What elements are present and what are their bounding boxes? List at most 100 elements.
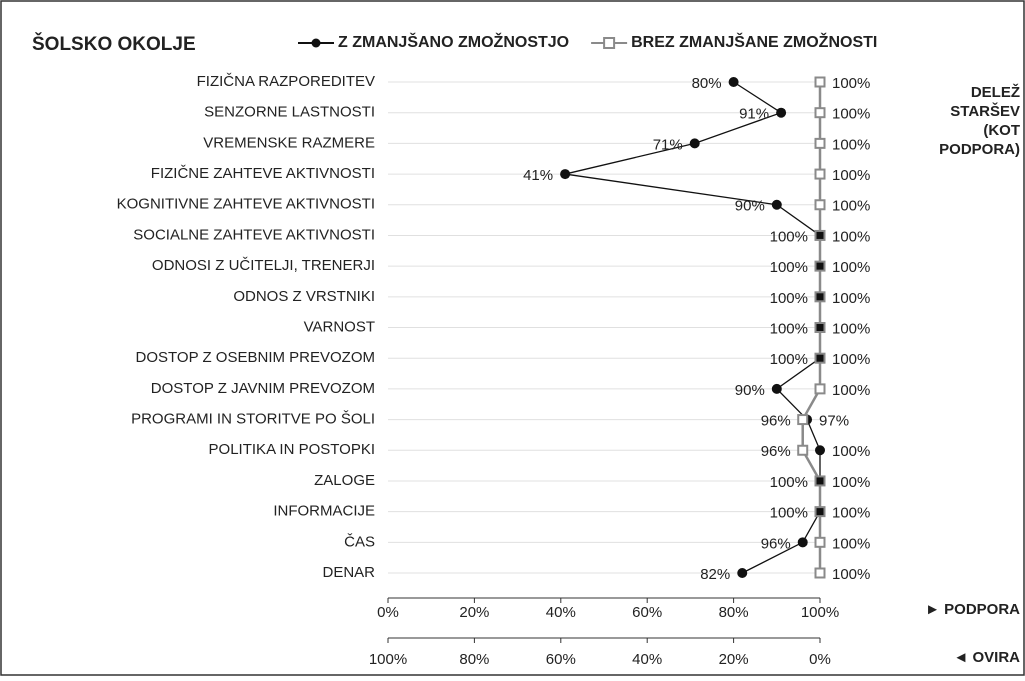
point: [815, 445, 825, 456]
data-label: 100%: [832, 198, 870, 215]
category-label: KOGNITIVNE ZAHTEVE AKTIVNOSTI: [117, 196, 375, 213]
point: [814, 107, 826, 119]
data-label: 100%: [832, 351, 870, 368]
data-label: 100%: [770, 474, 808, 491]
data-label: 100%: [832, 167, 870, 184]
data-label: 91%: [739, 106, 769, 123]
data-label: 80%: [692, 75, 722, 92]
point: [771, 199, 782, 210]
legend-label: BREZ ZMANJŠANE ZMOŽNOSTI: [631, 32, 877, 51]
data-label: 97%: [819, 413, 849, 430]
category-label: FIZIČNE ZAHTEVE AKTIVNOSTI: [151, 165, 375, 182]
x2-tick-label: 20%: [719, 651, 749, 668]
data-label: 100%: [770, 351, 808, 368]
data-label: 71%: [653, 136, 683, 153]
category-label: SENZORNE LASTNOSTI: [204, 104, 375, 121]
data-label: 90%: [735, 382, 765, 399]
x-tick-label: 60%: [632, 604, 662, 621]
point: [560, 169, 571, 180]
x2-tick-label: 80%: [459, 651, 489, 668]
point: [814, 322, 826, 333]
point: [797, 444, 809, 456]
data-label: 100%: [770, 505, 808, 522]
category-label: ODNOS Z VRSTNIKI: [233, 288, 375, 305]
data-label: 100%: [832, 136, 870, 153]
data-label: 100%: [832, 106, 870, 123]
data-label: 100%: [770, 259, 808, 276]
category-label: ODNOSI Z UČITELJI, TRENERJI: [152, 257, 375, 274]
x-tick-label: 20%: [459, 604, 489, 621]
point: [797, 414, 809, 426]
point: [689, 138, 700, 149]
x2-axis-label: ◄ OVIRA: [953, 649, 1020, 666]
annotation: DELEŽ: [971, 83, 1020, 101]
point: [814, 536, 826, 548]
category-label: ČAS: [344, 533, 375, 550]
category-label: INFORMACIJE: [273, 503, 375, 520]
category-label: PROGRAMI IN STORITVE PO ŠOLI: [131, 411, 375, 428]
data-label: 100%: [832, 443, 870, 460]
x2-tick-label: 60%: [546, 651, 576, 668]
category-label: ZALOGE: [314, 472, 375, 489]
point: [814, 137, 826, 149]
point: [814, 567, 826, 579]
x-tick-label: 80%: [719, 604, 749, 621]
data-label: 100%: [832, 535, 870, 552]
point: [771, 383, 782, 394]
point: [814, 76, 826, 88]
data-label: 90%: [735, 198, 765, 215]
x2-tick-label: 0%: [809, 651, 831, 668]
point: [797, 537, 808, 548]
category-label: DOSTOP Z JAVNIM PREVOZOM: [151, 380, 375, 397]
data-label: 100%: [832, 505, 870, 522]
category-label: VREMENSKE RAZMERE: [203, 134, 375, 151]
x-tick-label: 40%: [546, 604, 576, 621]
data-label: 96%: [761, 535, 791, 552]
data-label: 82%: [700, 566, 730, 583]
legend-marker: [603, 37, 616, 49]
point: [814, 260, 826, 272]
chart-title: ŠOLSKO OKOLJE: [32, 33, 196, 55]
data-label: 96%: [761, 413, 791, 430]
point: [814, 199, 826, 211]
category-label: DOSTOP Z OSEBNIM PREVOZOM: [136, 349, 375, 366]
data-label: 100%: [770, 320, 808, 337]
point: [776, 107, 787, 118]
data-label: 100%: [832, 228, 870, 245]
annotation: PODPORA): [939, 141, 1020, 158]
point: [814, 506, 826, 518]
x-tick-label: 0%: [377, 604, 399, 621]
data-label: 100%: [832, 474, 870, 491]
annotation: STARŠEV: [950, 102, 1020, 120]
point: [728, 77, 739, 87]
category-label: VARNOST: [304, 318, 375, 335]
category-label: POLITIKA IN POSTOPKI: [209, 441, 375, 458]
data-label: 41%: [523, 167, 553, 184]
point: [814, 475, 826, 487]
category-label: DENAR: [322, 564, 375, 581]
data-label: 100%: [770, 290, 808, 307]
category-label: SOCIALNE ZAHTEVE AKTIVNOSTI: [133, 226, 375, 243]
data-label: 100%: [832, 320, 870, 337]
point: [737, 568, 748, 578]
data-label: 100%: [832, 566, 870, 583]
legend-marker: [311, 38, 321, 48]
data-label: 96%: [761, 443, 791, 460]
annotation: (KOT: [983, 122, 1020, 139]
point: [814, 383, 826, 395]
data-label: 100%: [770, 228, 808, 245]
point: [814, 229, 826, 241]
x-axis-label: ► PODPORA: [925, 601, 1020, 618]
legend-label: Z ZMANJŠANO ZMOŽNOSTJO: [338, 32, 569, 51]
category-label: FIZIČNA RAZPOREDITEV: [197, 73, 375, 90]
point: [814, 291, 826, 303]
x-tick-label: 100%: [801, 604, 839, 621]
x2-tick-label: 100%: [369, 651, 407, 668]
point: [814, 352, 826, 364]
data-label: 100%: [832, 382, 870, 399]
point: [814, 168, 826, 180]
data-label: 100%: [832, 75, 870, 92]
x2-tick-label: 40%: [632, 651, 662, 668]
